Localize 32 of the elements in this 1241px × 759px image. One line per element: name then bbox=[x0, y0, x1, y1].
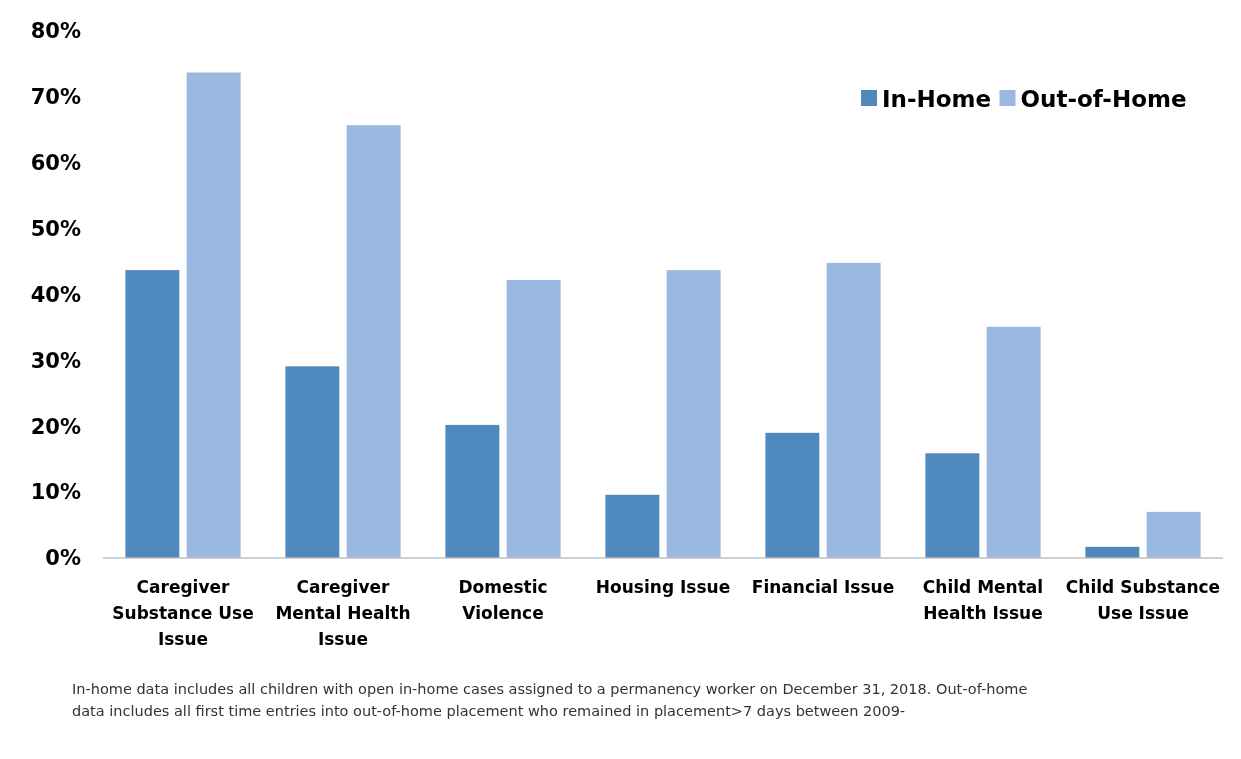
bar bbox=[346, 125, 401, 558]
bar bbox=[445, 424, 500, 558]
bar bbox=[1146, 511, 1201, 558]
y-tick-label: 80% bbox=[30, 19, 81, 44]
bar bbox=[186, 72, 241, 558]
y-tick-label: 50% bbox=[30, 216, 81, 241]
x-tick-label: Domestic Violence bbox=[458, 577, 548, 623]
x-tick-label: Financial Issue bbox=[751, 577, 895, 597]
y-tick-label: 0% bbox=[45, 546, 81, 571]
bar bbox=[986, 326, 1041, 558]
bar bbox=[925, 453, 980, 558]
y-tick-label: 10% bbox=[30, 480, 81, 505]
x-tick-label: Caregiver Mental Health Issue bbox=[275, 577, 411, 649]
y-tick-label: 30% bbox=[30, 348, 81, 373]
bar bbox=[506, 280, 561, 558]
y-tick-label: 20% bbox=[30, 414, 81, 439]
bar bbox=[605, 494, 660, 558]
bar bbox=[826, 262, 881, 558]
x-tick-label: Housing Issue bbox=[595, 577, 731, 597]
y-tick-label: 70% bbox=[30, 85, 81, 110]
x-tick-label: Child Mental Health Issue bbox=[922, 577, 1044, 623]
bar bbox=[285, 366, 340, 558]
y-tick-label: 40% bbox=[30, 282, 81, 307]
x-tick-label: Caregiver Substance Use Issue bbox=[112, 577, 254, 649]
legend-label: Out-of-Home bbox=[1020, 86, 1187, 113]
x-tick-label: Child Substance Use Issue bbox=[1065, 577, 1221, 623]
bar bbox=[666, 270, 721, 558]
bar bbox=[125, 270, 180, 558]
text: In-home data includes all children with open in-home cases assigned to a permanency worker on December 31, 2018. Out-of-home data includes all first time entries into out-of-home placement who remained in placement>7 days between 2009- bbox=[72, 681, 1028, 719]
y-tick-label: 60% bbox=[30, 151, 81, 176]
bar bbox=[765, 432, 820, 558]
legend-label: In-Home bbox=[882, 86, 992, 113]
